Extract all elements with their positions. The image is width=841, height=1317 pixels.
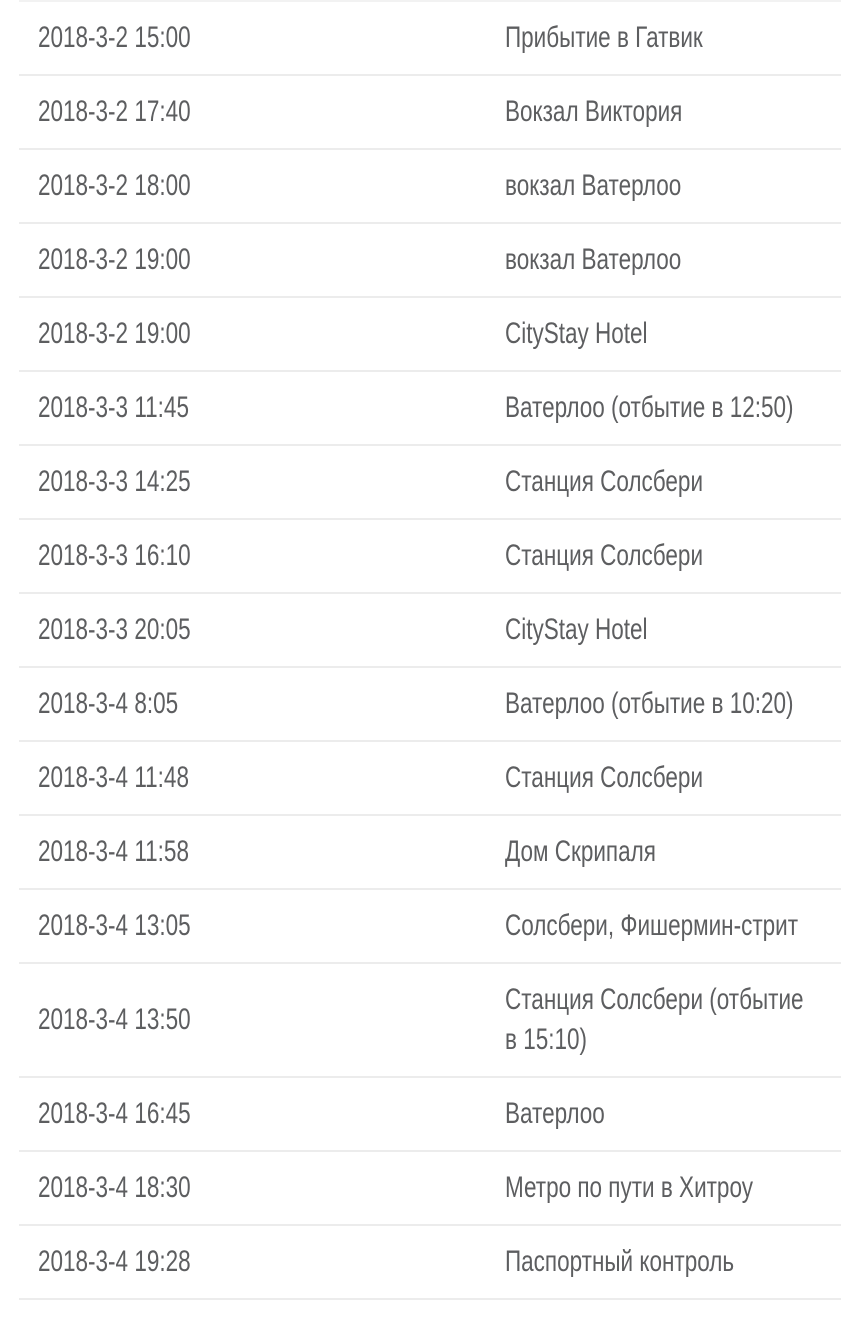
table-row: 2018-3-4 16:45 Ватерлоо	[19, 1078, 841, 1152]
time-cell: 2018-3-3 11:45	[19, 388, 505, 428]
time-value: 2018-3-3 16:10	[38, 539, 191, 572]
location-value: Ватерлоо (отбытие в 12:50)	[505, 391, 794, 424]
time-cell: 2018-3-4 18:30	[19, 1168, 505, 1208]
time-cell: 2018-3-4 13:05	[19, 906, 505, 946]
table-row: 2018-3-4 13:05 Солсбери, Фишермин-стрит	[19, 890, 841, 964]
location-cell: Ватерлоо (отбытие в 12:50)	[505, 388, 841, 428]
location-cell: Дом Скрипаля	[505, 832, 841, 872]
time-cell: 2018-3-4 19:28	[19, 1242, 505, 1282]
time-cell: 2018-3-3 14:25	[19, 462, 505, 502]
location-value: Ватерлоо (отбытие в 10:20)	[505, 687, 794, 720]
location-value: Станция Солсбери	[505, 761, 704, 794]
location-value: Вокзал Виктория	[505, 95, 683, 128]
table-row: 2018-3-2 19:00 CityStay Hotel	[19, 298, 841, 372]
location-cell: Станция Солсбери	[505, 462, 841, 502]
time-value: 2018-3-4 18:30	[38, 1171, 191, 1204]
time-value: 2018-3-2 15:00	[38, 21, 191, 54]
table-row: 2018-3-3 11:45 Ватерлоо (отбытие в 12:50…	[19, 372, 841, 446]
table-row: 2018-3-2 18:00 вокзал Ватерлоо	[19, 150, 841, 224]
location-cell: Метро по пути в Хитроу	[505, 1168, 841, 1208]
time-cell: 2018-3-2 19:00	[19, 240, 505, 280]
location-value: Станция Солсбери	[505, 539, 704, 572]
time-value: 2018-3-3 14:25	[38, 465, 191, 498]
location-value: Станция Солсбери	[505, 465, 704, 498]
time-value: 2018-3-4 13:50	[38, 1003, 191, 1036]
table-row: 2018-3-3 20:05 CityStay Hotel	[19, 594, 841, 668]
time-value: 2018-3-2 19:00	[38, 317, 191, 350]
time-cell: 2018-3-4 8:05	[19, 684, 505, 724]
time-cell: 2018-3-3 16:10	[19, 536, 505, 576]
time-value: 2018-3-4 8:05	[38, 687, 179, 720]
location-value: Ватерлоо	[505, 1097, 605, 1130]
location-cell: Станция Солсбери	[505, 536, 841, 576]
location-cell: Ватерлоо	[505, 1094, 841, 1134]
location-cell: CityStay Hotel	[505, 610, 841, 650]
time-cell: 2018-3-3 20:05	[19, 610, 505, 650]
time-cell: 2018-3-4 11:48	[19, 758, 505, 798]
time-cell: 2018-3-2 18:00	[19, 166, 505, 206]
table-row: 2018-3-2 17:40 Вокзал Виктория	[19, 76, 841, 150]
time-cell: 2018-3-2 17:40	[19, 92, 505, 132]
location-cell: Солсбери, Фишермин-стрит	[505, 906, 841, 946]
location-cell: вокзал Ватерлоо	[505, 166, 841, 206]
time-value: 2018-3-4 11:48	[38, 761, 189, 794]
time-value: 2018-3-2 18:00	[38, 169, 191, 202]
location-value: Метро по пути в Хитроу	[505, 1171, 753, 1204]
location-value: Прибытие в Гатвик	[505, 21, 703, 54]
table-row: 2018-3-4 19:28 Паспортный контроль	[19, 1226, 841, 1300]
location-cell: вокзал Ватерлоо	[505, 240, 841, 280]
time-value: 2018-3-4 16:45	[38, 1097, 191, 1130]
time-value: 2018-3-4 19:28	[38, 1245, 191, 1278]
time-cell: 2018-3-2 15:00	[19, 18, 505, 58]
time-cell: 2018-3-2 19:00	[19, 314, 505, 354]
time-value: 2018-3-2 17:40	[38, 95, 191, 128]
table-row: 2018-3-4 11:48 Станция Солсбери	[19, 742, 841, 816]
time-value: 2018-3-2 19:00	[38, 243, 191, 276]
table-row: 2018-3-4 13:50 Станция Солсбери (отбытие…	[19, 964, 841, 1078]
location-cell: Станция Солсбери	[505, 758, 841, 798]
location-value: CityStay Hotel	[505, 613, 648, 646]
table-row: 2018-3-4 11:58 Дом Скрипаля	[19, 816, 841, 890]
location-cell: CityStay Hotel	[505, 314, 841, 354]
time-value: 2018-3-4 11:58	[38, 835, 189, 868]
time-value: 2018-3-3 11:45	[38, 391, 189, 424]
location-value: вокзал Ватерлоо	[505, 169, 682, 202]
location-cell: Прибытие в Гатвик	[505, 18, 841, 58]
location-value: Солсбери, Фишермин-стрит	[505, 909, 799, 942]
table-row: 2018-3-4 18:30 Метро по пути в Хитроу	[19, 1152, 841, 1226]
location-value: Станция Солсбери (отбытие в 15:10)	[505, 983, 804, 1056]
location-value: вокзал Ватерлоо	[505, 243, 682, 276]
location-value: Паспортный контроль	[505, 1245, 735, 1278]
table-row: 2018-3-2 19:00 вокзал Ватерлоо	[19, 224, 841, 298]
location-value: Дом Скрипаля	[505, 835, 656, 868]
location-cell: Ватерлоо (отбытие в 10:20)	[505, 684, 841, 724]
table-row: 2018-3-3 14:25 Станция Солсбери	[19, 446, 841, 520]
time-value: 2018-3-3 20:05	[38, 613, 191, 646]
table-row: 2018-3-4 8:05 Ватерлоо (отбытие в 10:20)	[19, 668, 841, 742]
location-cell: Станция Солсбери (отбытие в 15:10)	[505, 980, 841, 1060]
time-cell: 2018-3-4 11:58	[19, 832, 505, 872]
time-value: 2018-3-4 13:05	[38, 909, 191, 942]
table-row: 2018-3-3 16:10 Станция Солсбери	[19, 520, 841, 594]
time-cell: 2018-3-4 13:50	[19, 1000, 505, 1040]
itinerary-table: 2018-3-2 15:00 Прибытие в Гатвик 2018-3-…	[19, 0, 841, 1300]
time-cell: 2018-3-4 16:45	[19, 1094, 505, 1134]
location-cell: Вокзал Виктория	[505, 92, 841, 132]
table-row: 2018-3-2 15:00 Прибытие в Гатвик	[19, 2, 841, 76]
location-value: CityStay Hotel	[505, 317, 648, 350]
location-cell: Паспортный контроль	[505, 1242, 841, 1282]
